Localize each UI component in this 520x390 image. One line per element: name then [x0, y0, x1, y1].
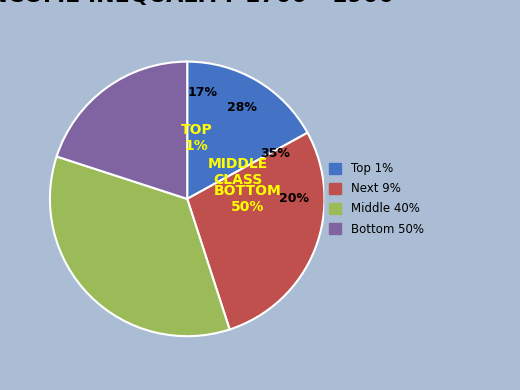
- Wedge shape: [57, 62, 187, 199]
- Text: MIDDLE
CLASS: MIDDLE CLASS: [208, 157, 268, 187]
- Text: BOTTOM
50%: BOTTOM 50%: [214, 184, 281, 214]
- Wedge shape: [187, 133, 324, 330]
- Text: 17%: 17%: [188, 87, 218, 99]
- Text: TOP
1%: TOP 1%: [180, 123, 212, 153]
- Wedge shape: [187, 62, 307, 199]
- Text: 20%: 20%: [279, 192, 309, 206]
- Text: 28%: 28%: [227, 101, 257, 113]
- Wedge shape: [50, 156, 230, 336]
- Text: 35%: 35%: [260, 147, 290, 160]
- Title: INCOME INEQUALITY 1700 - 1900: INCOME INEQUALITY 1700 - 1900: [0, 0, 394, 6]
- Legend: Top 1%, Next 9%, Middle 40%, Bottom 50%: Top 1%, Next 9%, Middle 40%, Bottom 50%: [323, 156, 430, 241]
